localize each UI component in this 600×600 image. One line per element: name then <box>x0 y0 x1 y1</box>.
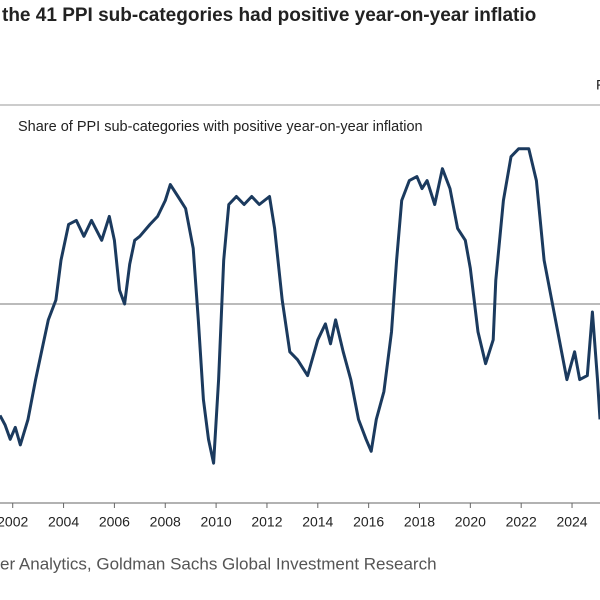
x-tick-label: 2004 <box>48 514 79 530</box>
x-tick-label: 2012 <box>251 514 282 530</box>
x-tick-label: 2010 <box>201 514 232 530</box>
x-tick-label: 2018 <box>404 514 435 530</box>
x-tick-label: 2016 <box>353 514 384 530</box>
x-tick-label: 2022 <box>506 514 537 530</box>
x-tick-label: 2002 <box>0 514 28 530</box>
x-tick-label: 2024 <box>556 514 587 530</box>
data-line <box>0 147 600 465</box>
chart-title: the 41 PPI sub-categories had positive y… <box>2 5 536 26</box>
corner-note: F <box>596 77 600 93</box>
x-tick-label: 2014 <box>302 514 333 530</box>
x-tick-label: 2020 <box>455 514 486 530</box>
x-tick-label: 2006 <box>99 514 130 530</box>
x-tick-label: 2008 <box>150 514 181 530</box>
source-note: er Analytics, Goldman Sachs Global Inves… <box>0 554 437 573</box>
chart-subtitle: Share of PPI sub-categories with positiv… <box>18 119 423 135</box>
